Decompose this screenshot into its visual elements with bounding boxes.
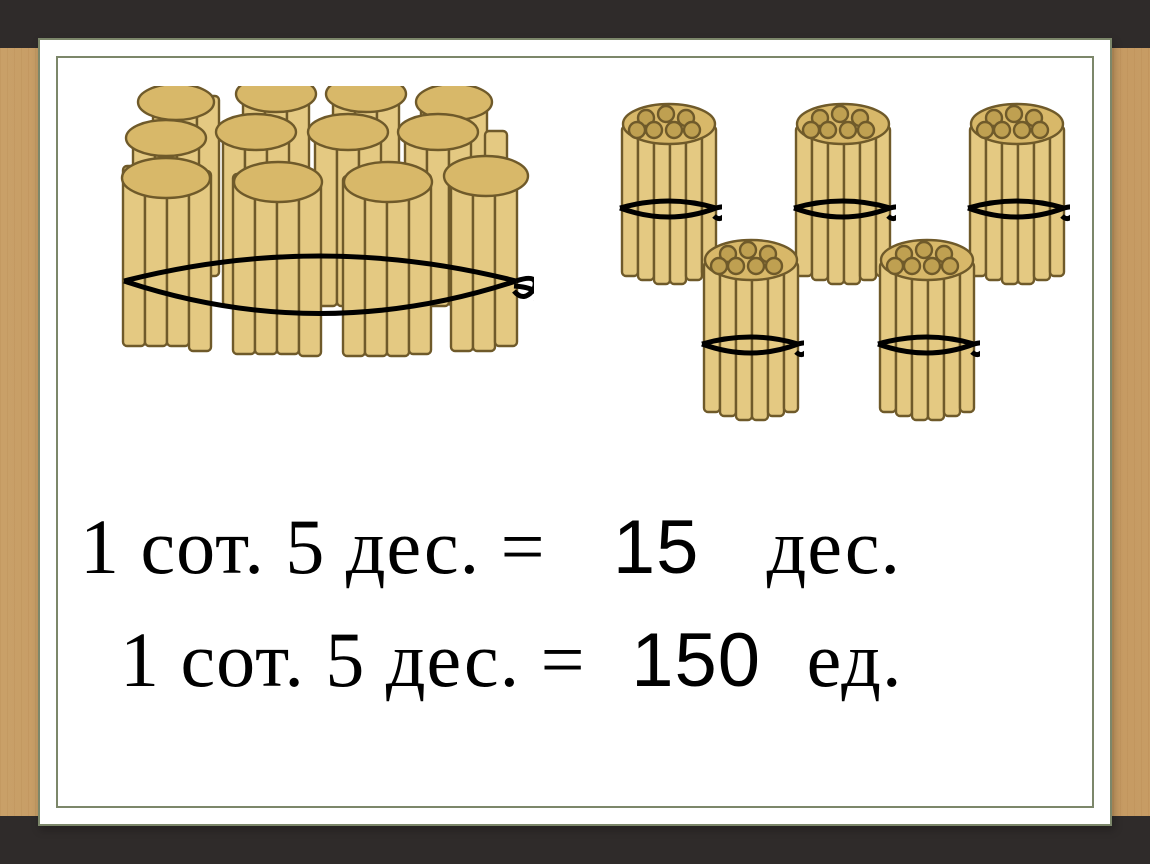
equation-line-2: 1 сот. 5 дес. = 150 ед. <box>80 603 1070 716</box>
eq1-answer: 15 <box>566 493 746 603</box>
ten-bundle <box>870 232 980 432</box>
eq1-suffix: дес. <box>767 503 901 590</box>
equation-line-1: 1 сот. 5 дес. = 15 дес. <box>80 490 1070 603</box>
ten-bundle <box>694 232 804 432</box>
eq2-lhs: 1 сот. 5 дес. = <box>120 616 586 703</box>
eq2-answer: 150 <box>606 606 786 716</box>
eq1-lhs: 1 сот. 5 дес. = <box>80 503 546 590</box>
equations-area: 1 сот. 5 дес. = 15 дес. 1 сот. 5 дес. = … <box>80 490 1070 716</box>
illustration-area <box>64 68 1086 428</box>
hundred-bundle <box>104 86 534 396</box>
content-card: 1 сот. 5 дес. = 15 дес. 1 сот. 5 дес. = … <box>38 38 1112 826</box>
eq2-suffix: ед. <box>807 616 903 703</box>
